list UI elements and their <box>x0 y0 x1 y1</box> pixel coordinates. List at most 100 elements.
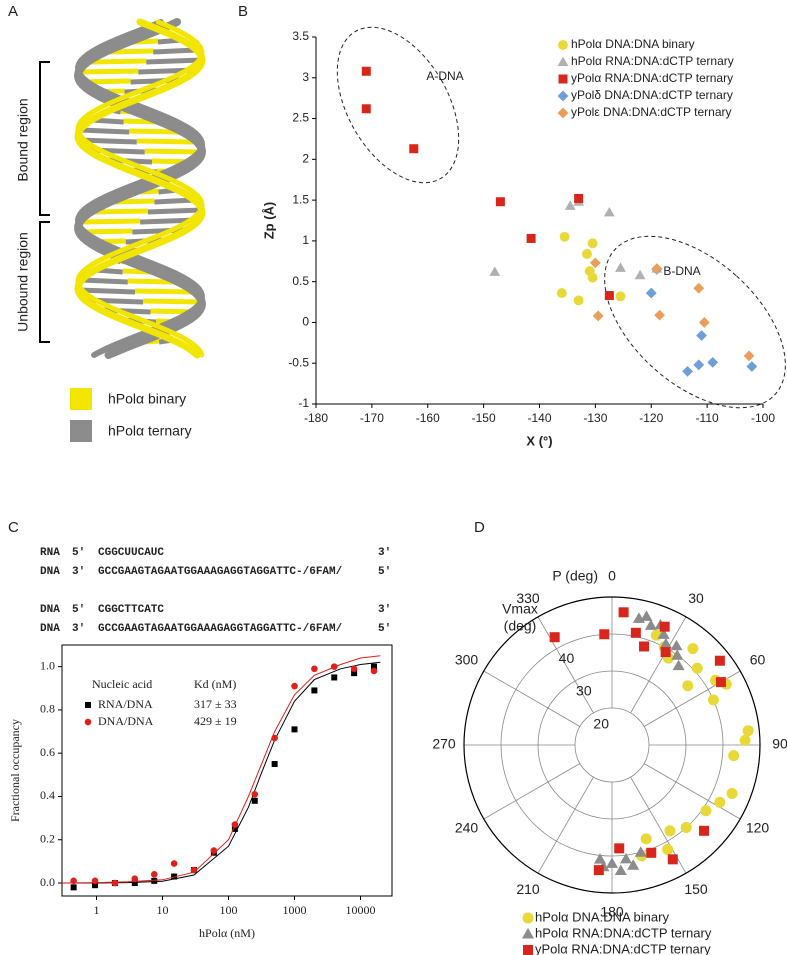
cluster-outline <box>604 235 786 409</box>
marker <box>291 682 298 690</box>
marker <box>495 197 505 207</box>
marker <box>630 627 641 638</box>
radial-tick-label: 30 <box>576 683 592 699</box>
marker <box>715 677 726 688</box>
angle-grid-line <box>483 670 581 727</box>
sequence-text: RNA <box>40 547 60 559</box>
marker <box>645 287 657 299</box>
x-tick-label: -120 <box>639 411 663 425</box>
angle-grid-line <box>630 616 687 714</box>
marker <box>739 734 751 746</box>
base-pair <box>78 287 136 295</box>
marker <box>742 725 754 737</box>
base-pair <box>147 207 202 215</box>
marker <box>670 639 683 651</box>
marker <box>526 233 536 243</box>
marker <box>331 674 338 681</box>
marker <box>589 257 601 269</box>
sequence-text: 3′ <box>72 566 85 578</box>
x-tick-label: -150 <box>472 411 496 425</box>
marker <box>150 871 158 878</box>
marker <box>556 288 567 299</box>
marker <box>593 865 604 876</box>
marker <box>311 665 318 673</box>
x-tick-label: 100 <box>220 903 238 917</box>
angle-tick-label: 0 <box>608 568 616 584</box>
marker <box>707 357 719 368</box>
legend-label: DNA/DNA <box>98 714 154 728</box>
angle-tick-label: 180 <box>600 904 624 920</box>
radial-grid-line <box>574 707 650 783</box>
marker <box>291 726 298 733</box>
legend-header: Nucleic acid <box>92 677 152 691</box>
marker <box>582 248 592 259</box>
base-pair <box>109 48 154 55</box>
marker <box>170 860 178 867</box>
x-axis-title: hPolα (nM) <box>199 926 255 940</box>
radial-axis-title: (deg) <box>504 618 537 634</box>
marker <box>587 238 598 249</box>
x-tick-label: -110 <box>696 411 719 425</box>
sequence-text: 5′ <box>72 547 85 559</box>
angle-grid-line <box>643 763 741 820</box>
marker <box>409 144 419 154</box>
dna-structure <box>73 18 207 359</box>
marker <box>696 330 707 341</box>
annotation: B-DNA <box>663 264 700 278</box>
helix-backbone <box>74 18 206 359</box>
radial-axis-title: Vmax <box>502 601 538 617</box>
base-pair <box>79 127 130 135</box>
marker <box>646 847 657 858</box>
region-label: Bound region <box>15 98 31 181</box>
marker <box>634 846 647 857</box>
y-tick-label: 0.5 <box>292 274 309 288</box>
sequence-text: DNA <box>40 566 60 578</box>
y-tick-label: 0.6 <box>40 745 55 759</box>
base-pair <box>127 278 175 285</box>
base-pair <box>90 58 147 65</box>
x-tick-label: -160 <box>416 411 440 425</box>
marker <box>659 637 672 649</box>
legend-label: yPolα RNA:DNA:dCTP ternary <box>571 71 733 85</box>
marker <box>587 272 598 283</box>
marker <box>659 621 670 632</box>
y-tick-label: 1 <box>302 233 309 247</box>
marker <box>271 761 278 768</box>
base-pair <box>146 57 203 65</box>
marker <box>558 40 568 50</box>
marker <box>662 844 674 856</box>
marker <box>660 647 671 658</box>
x-tick-label: 1 <box>94 903 100 917</box>
marker <box>644 619 657 630</box>
legend-header: Kd (nM) <box>194 677 236 691</box>
marker <box>92 882 99 889</box>
fit-curve <box>62 661 381 884</box>
angle-tick-label: 210 <box>516 881 540 897</box>
x-tick-label: -170 <box>360 411 384 425</box>
sequence-text: GCCGAAGTAGAATGGAAAGAGGTAGGATTC-/6FAM/ <box>98 623 343 635</box>
marker <box>559 231 570 242</box>
marker <box>664 825 676 837</box>
y-axis-title: Fractional occupancy <box>8 719 22 822</box>
marker <box>361 104 371 114</box>
marker <box>599 629 610 640</box>
y-tick-label: 2.5 <box>292 111 309 125</box>
marker <box>693 282 705 294</box>
marker <box>557 90 569 102</box>
marker <box>557 56 569 67</box>
base-pair <box>114 198 155 205</box>
helix-backbone <box>74 19 206 358</box>
y-tick-label: 0.2 <box>40 831 55 845</box>
marker <box>680 821 692 833</box>
sequence-text: 3′ <box>72 623 85 635</box>
y-axis-title: Zp (Å) <box>261 202 276 240</box>
marker <box>640 833 652 845</box>
marker <box>84 718 92 726</box>
marker <box>190 866 198 874</box>
marker <box>489 266 501 276</box>
x-tick-label: 10 <box>157 903 169 917</box>
x-tick-label: -130 <box>583 411 607 425</box>
sequence-text: CGGCUUCAUC <box>98 547 164 559</box>
marker <box>251 797 258 804</box>
